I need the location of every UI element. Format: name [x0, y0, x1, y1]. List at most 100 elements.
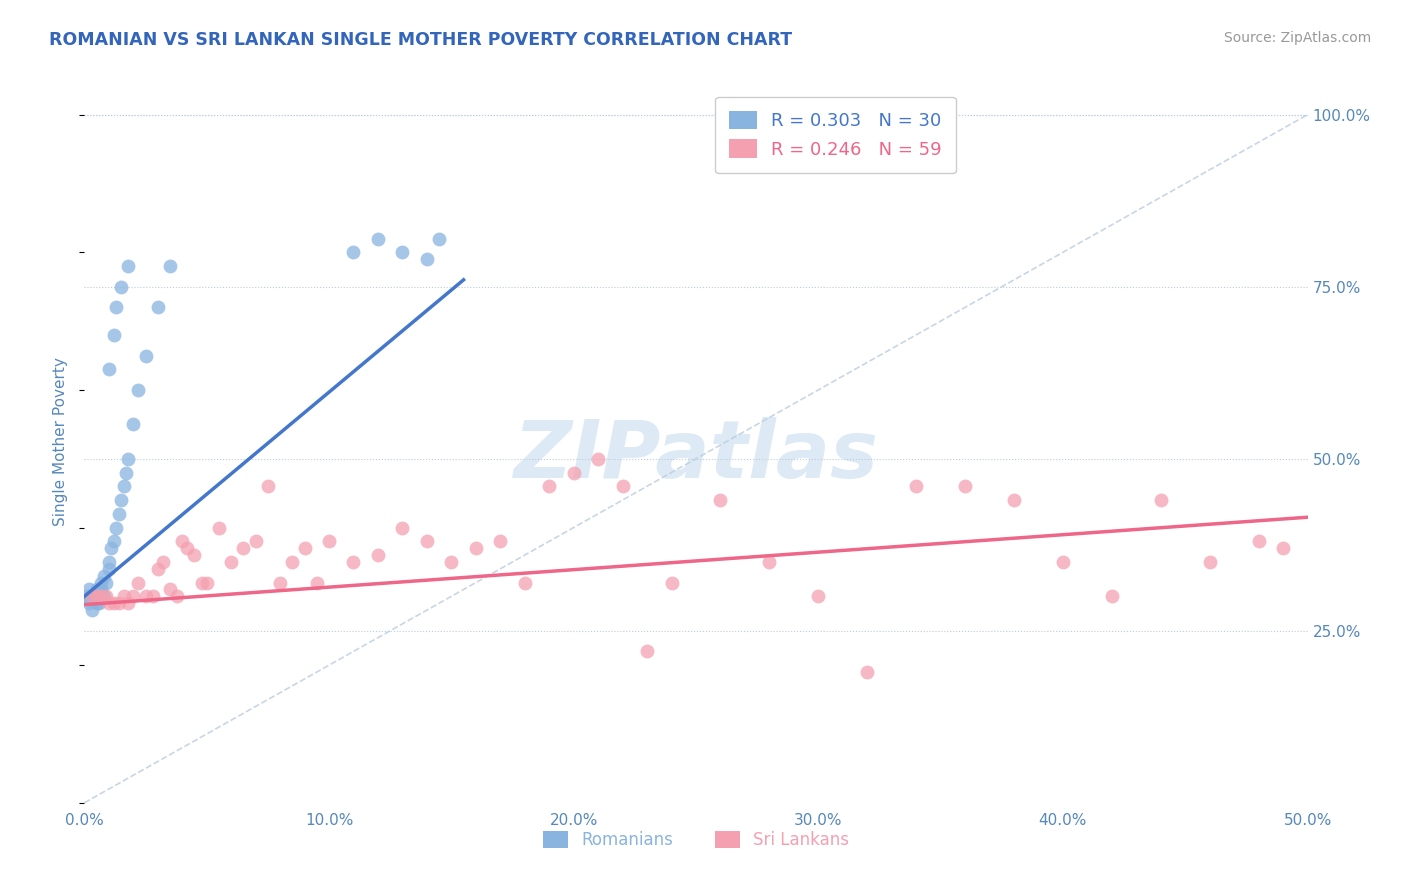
- Point: [416, 534, 439, 549]
- Point: [122, 590, 145, 604]
- Point: [1150, 493, 1173, 508]
- Point: [562, 466, 585, 480]
- Point: [117, 596, 139, 610]
- Point: [305, 575, 328, 590]
- Point: [281, 555, 304, 569]
- Point: [103, 327, 125, 342]
- Point: [636, 644, 658, 658]
- Point: [86, 596, 108, 610]
- Point: [105, 520, 128, 534]
- Point: [159, 582, 181, 597]
- Point: [489, 534, 512, 549]
- Point: [146, 562, 169, 576]
- Point: [122, 417, 145, 432]
- Point: [661, 575, 683, 590]
- Point: [97, 562, 120, 576]
- Point: [103, 596, 125, 610]
- Point: [245, 534, 267, 549]
- Text: Source: ZipAtlas.com: Source: ZipAtlas.com: [1223, 31, 1371, 45]
- Y-axis label: Single Mother Poverty: Single Mother Poverty: [53, 357, 69, 526]
- Point: [96, 590, 118, 604]
- Point: [391, 520, 413, 534]
- Point: [513, 575, 536, 590]
- Point: [208, 520, 231, 534]
- Point: [112, 590, 135, 604]
- Point: [135, 349, 157, 363]
- Point: [391, 245, 413, 260]
- Point: [183, 548, 205, 562]
- Point: [80, 590, 103, 604]
- Point: [176, 541, 198, 556]
- Point: [80, 590, 103, 604]
- Point: [172, 534, 194, 549]
- Point: [107, 596, 129, 610]
- Point: [115, 466, 138, 480]
- Point: [586, 451, 609, 466]
- Point: [427, 231, 450, 245]
- Text: ROMANIAN VS SRI LANKAN SINGLE MOTHER POVERTY CORRELATION CHART: ROMANIAN VS SRI LANKAN SINGLE MOTHER POV…: [49, 31, 793, 49]
- Point: [90, 582, 112, 597]
- Point: [117, 259, 139, 273]
- Point: [440, 555, 463, 569]
- Point: [87, 590, 110, 604]
- Point: [269, 575, 291, 590]
- Point: [232, 541, 254, 556]
- Point: [97, 596, 120, 610]
- Point: [1247, 534, 1270, 549]
- Point: [538, 479, 561, 493]
- Point: [152, 555, 174, 569]
- Point: [1101, 590, 1123, 604]
- Point: [110, 279, 132, 293]
- Point: [342, 245, 364, 260]
- Point: [127, 383, 149, 397]
- Point: [107, 507, 129, 521]
- Point: [219, 555, 242, 569]
- Point: [97, 555, 120, 569]
- Point: [166, 590, 188, 604]
- Point: [195, 575, 218, 590]
- Point: [112, 479, 135, 493]
- Point: [146, 301, 169, 315]
- Point: [93, 568, 115, 582]
- Point: [191, 575, 214, 590]
- Point: [318, 534, 340, 549]
- Point: [77, 582, 100, 597]
- Point: [80, 603, 103, 617]
- Text: ZIPatlas: ZIPatlas: [513, 417, 879, 495]
- Point: [90, 575, 112, 590]
- Point: [90, 590, 112, 604]
- Point: [464, 541, 486, 556]
- Point: [342, 555, 364, 569]
- Point: [86, 582, 108, 597]
- Point: [87, 596, 110, 610]
- Point: [83, 590, 105, 604]
- Point: [100, 541, 122, 556]
- Point: [905, 479, 928, 493]
- Point: [758, 555, 780, 569]
- Point: [159, 259, 181, 273]
- Point: [416, 252, 439, 267]
- Point: [127, 575, 149, 590]
- Point: [105, 301, 128, 315]
- Legend: Romanians, Sri Lankans: Romanians, Sri Lankans: [536, 824, 856, 856]
- Point: [1198, 555, 1220, 569]
- Point: [612, 479, 634, 493]
- Point: [709, 493, 731, 508]
- Point: [110, 493, 132, 508]
- Point: [97, 362, 120, 376]
- Point: [103, 534, 125, 549]
- Point: [76, 590, 98, 604]
- Point: [93, 590, 115, 604]
- Point: [86, 590, 108, 604]
- Point: [1002, 493, 1025, 508]
- Point: [953, 479, 976, 493]
- Point: [367, 548, 389, 562]
- Point: [807, 590, 830, 604]
- Point: [117, 451, 139, 466]
- Point: [96, 575, 118, 590]
- Point: [135, 590, 157, 604]
- Point: [294, 541, 316, 556]
- Point: [142, 590, 165, 604]
- Point: [367, 231, 389, 245]
- Point: [856, 665, 879, 679]
